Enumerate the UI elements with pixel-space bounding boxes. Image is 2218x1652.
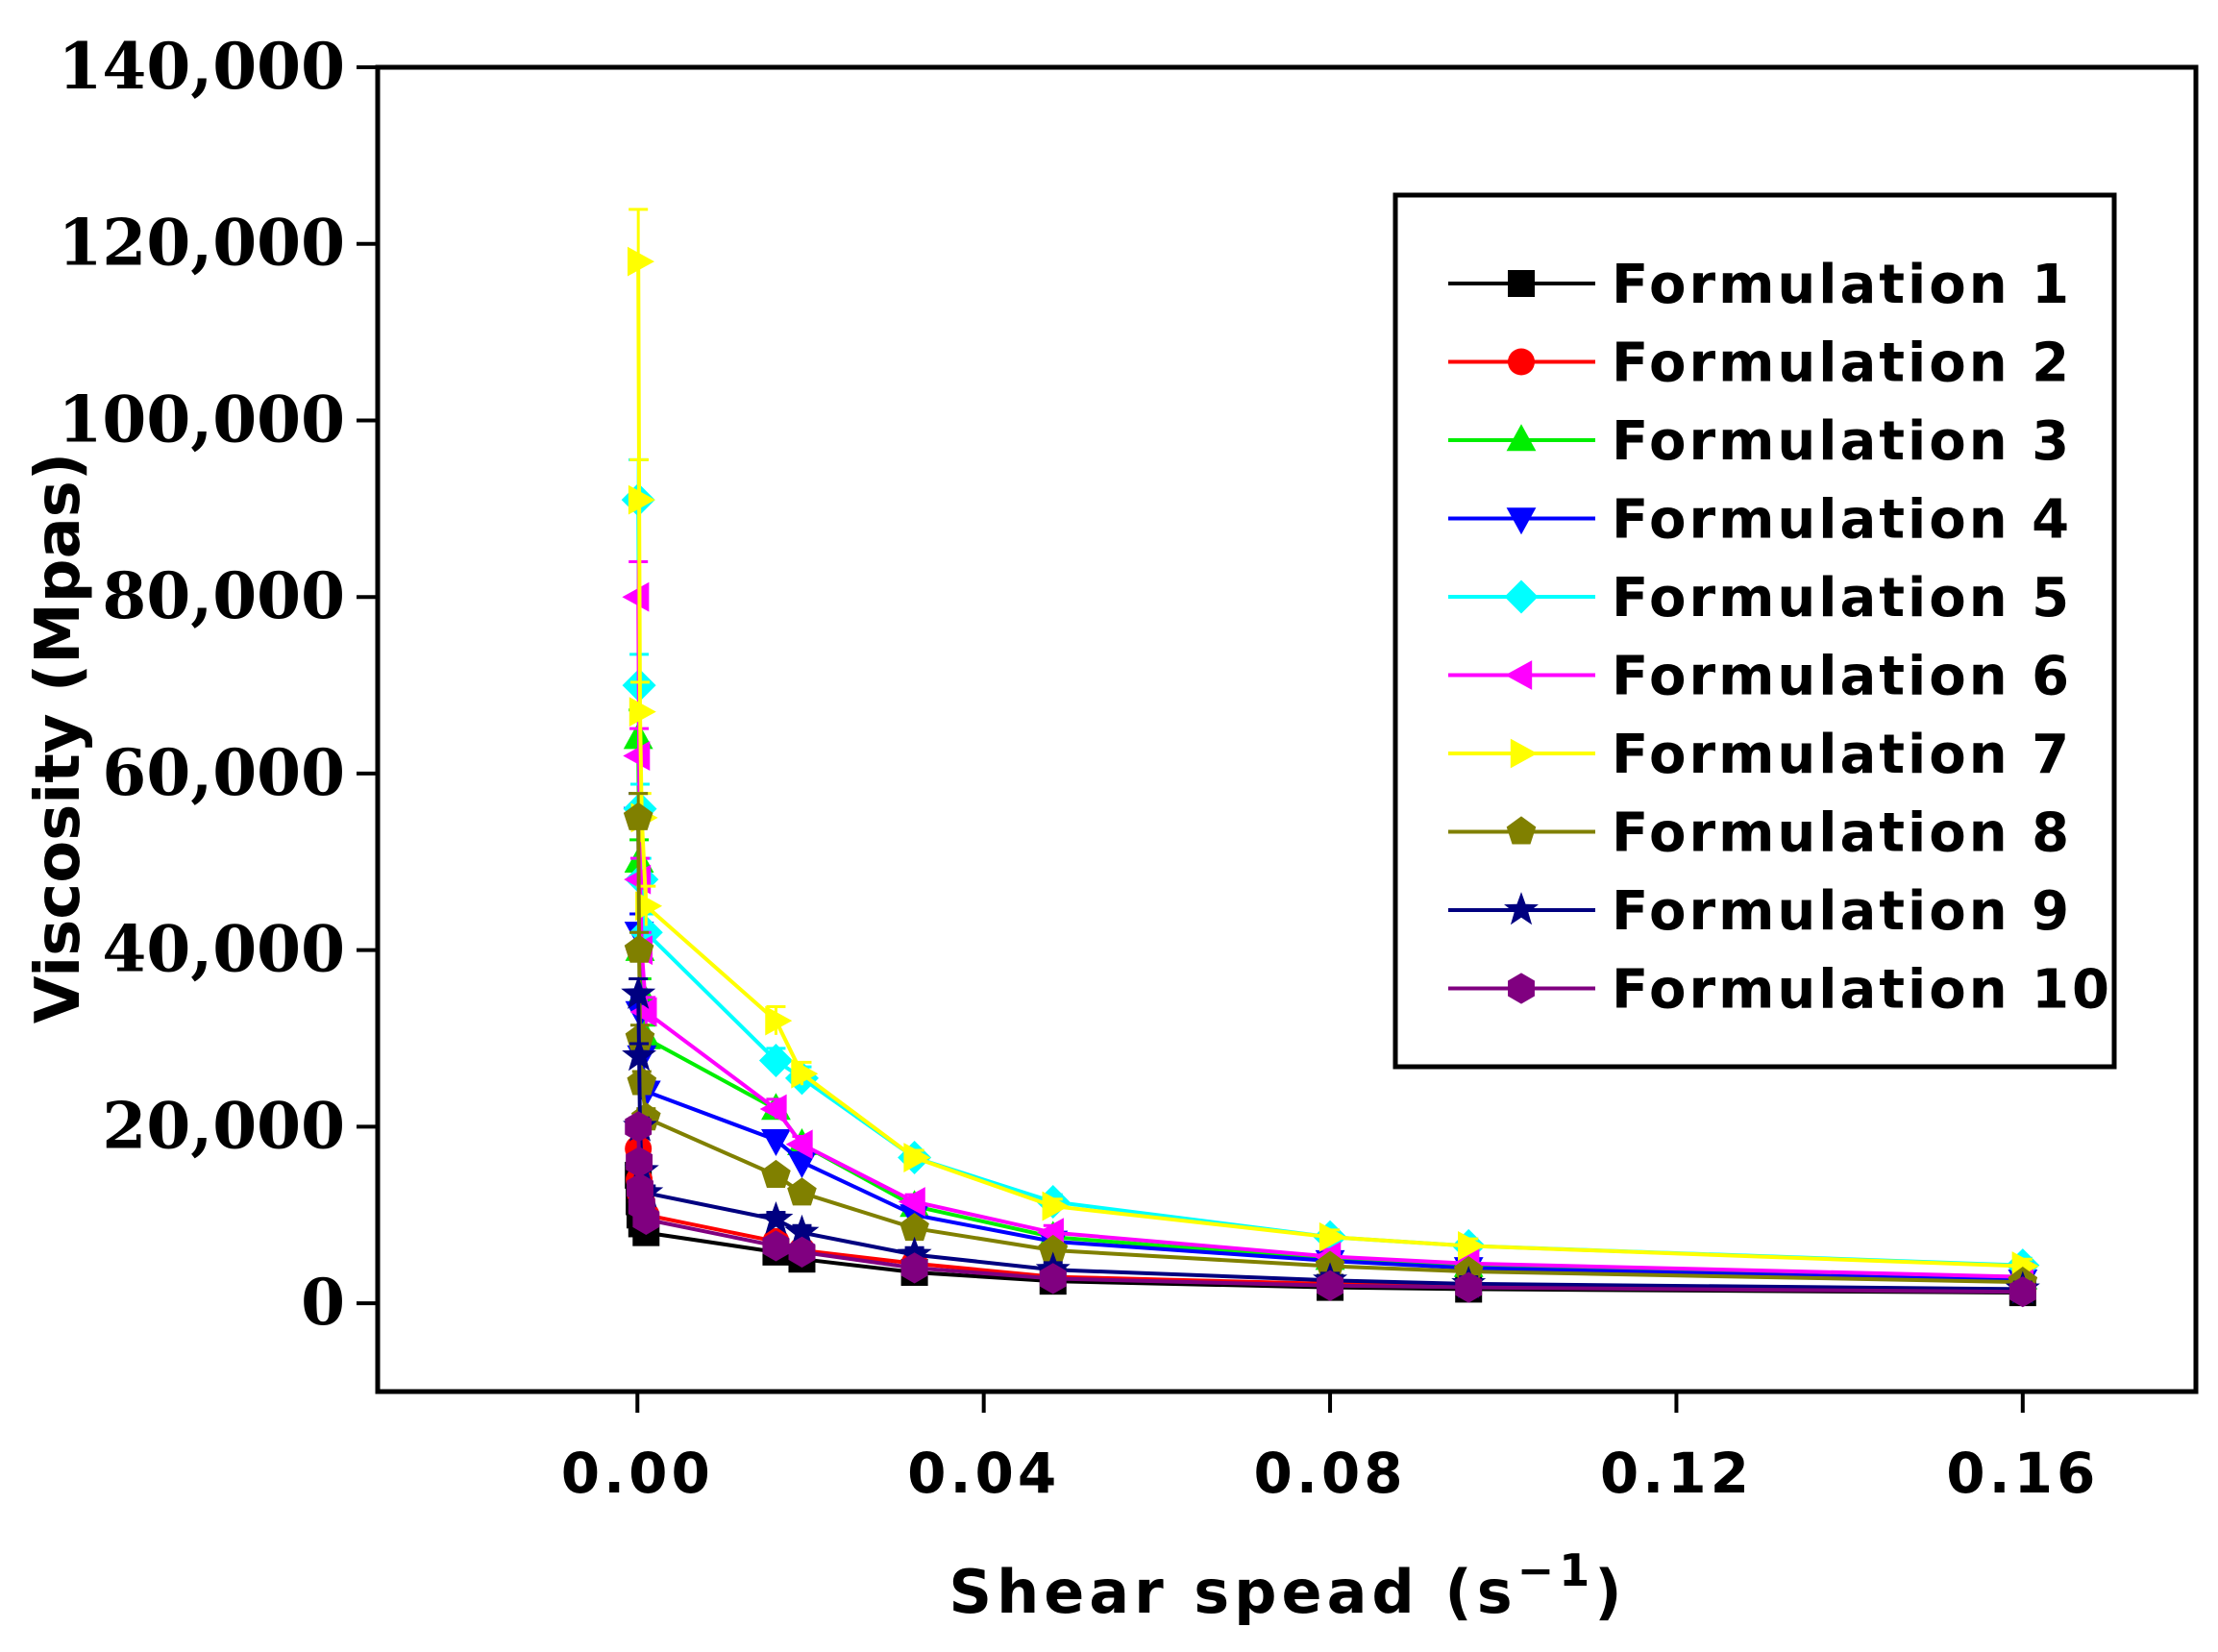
data-point [627,1067,657,1096]
data-point [758,1200,794,1235]
series-layer [621,208,2040,1308]
data-point [785,1129,813,1160]
y-tick-label: 140,000 [58,29,345,104]
data-point [1042,1191,1070,1221]
legend-label: Formulation 2 [1612,333,2072,395]
data-point [900,1252,928,1284]
legend-label: Formulation 5 [1612,567,2072,629]
x-tick-label: 0.08 [1253,1441,1406,1506]
data-point [1318,1221,1346,1252]
data-point [1039,1263,1067,1294]
data-point [900,1212,929,1242]
data-point [787,1150,817,1178]
data-point [761,1159,791,1188]
data-point [1038,1234,1069,1264]
data-point [788,1236,816,1268]
legend-marker [1508,348,1535,376]
y-tick-label: 20,000 [102,1088,345,1163]
x-tick-label: 0.00 [561,1441,714,1506]
data-point [623,801,653,830]
legend-label: Formulation 3 [1612,410,2072,473]
x-axis-label-text: Shear spead [949,1557,1418,1627]
data-point [632,1203,660,1235]
data-point [898,1187,925,1217]
data-point [1455,1271,1483,1303]
x-tick-label: 0.16 [1946,1441,2099,1506]
x-axis-label-unit-close: ) [1594,1557,1626,1627]
legend-label: Formulation 6 [1612,646,2072,708]
legend-marker [1504,579,1539,614]
y-tick-label: 0 [301,1265,345,1340]
x-tick-label: 0.04 [907,1441,1060,1506]
axis-layer: 0 20,000 40,000 60,000 80,000 100,000 120,000 1… [58,29,2099,1506]
legend-label: Formulation 4 [1612,489,2072,552]
data-point [1458,1231,1485,1261]
legend-label: Formulation 9 [1612,880,2072,943]
data-point [787,1177,817,1206]
data-point [784,1214,820,1247]
series-10 [625,1111,2036,1308]
x-axis-label-unit-base: s [1477,1557,1517,1627]
legend-marker [1510,738,1538,769]
data-point [765,1005,793,1036]
data-point [623,741,651,771]
legend-marker [1504,892,1539,925]
legend-marker [1506,507,1537,535]
y-axis-label: Viscosity (Mpas) [23,453,94,1023]
y-tick-label: 100,000 [58,382,345,456]
data-point [627,246,654,277]
legend-item: Formulation 8 [1448,802,2072,865]
data-point [791,1058,819,1089]
x-axis-label-unit-exp: −1 [1517,1544,1595,1596]
data-point [1317,1270,1343,1301]
legend-label: Formulation 8 [1612,802,2072,865]
legend-marker [1508,973,1535,1004]
data-point [621,975,656,1009]
legend-marker [1506,816,1537,845]
data-point [628,697,656,727]
legend-item: Formulation 2 [1448,333,2072,395]
legend-item: Formulation 1 [1448,254,2072,316]
legend-marker [1505,660,1533,690]
y-tick-label: 40,000 [102,912,345,987]
legend-item: Formulation 7 [1448,724,2072,786]
data-point [758,1044,793,1077]
y-tick-label: 80,000 [102,558,345,633]
series-line [636,261,2023,1269]
data-point [628,484,655,515]
legend-item: Formulation 9 [1448,880,2072,943]
legend-item: Formulation 3 [1448,410,2072,473]
data-point [635,891,663,922]
data-point [625,1111,653,1143]
x-tick-label: 0.12 [1600,1441,1753,1506]
data-point [2009,1276,2036,1308]
legend-label: Formulation 7 [1612,724,2072,786]
legend-label: Formulation 10 [1612,959,2112,1022]
legend-item: Formulation 6 [1448,646,2072,708]
data-point [629,997,657,1027]
data-point [622,1038,657,1072]
x-axis-label-unit-open: ( [1419,1557,1477,1627]
y-tick-label: 60,000 [102,735,345,810]
data-point [762,1230,790,1262]
plot-frame [375,64,2199,1394]
legend: Formulation 1 Formulation 2 Formulation 3 F… [1392,192,2117,1070]
legend-label: Formulation 1 [1612,254,2072,316]
legend-marker [1506,424,1537,452]
data-point [622,581,650,612]
data-point [624,934,654,963]
data-point [626,1147,653,1178]
legend-item: Formulation 4 [1448,489,2072,552]
x-axis-label: Shear spead (s−1) [949,1544,1626,1627]
data-point [759,1094,787,1124]
legend-item: Formulation 5 [1448,567,2072,629]
y-tick-label: 120,000 [58,206,345,281]
data-point [903,1143,931,1172]
series-7 [627,208,2039,1281]
data-point [761,1128,791,1156]
legend-marker [1508,270,1535,297]
legend-item: Formulation 10 [1448,959,2112,1022]
